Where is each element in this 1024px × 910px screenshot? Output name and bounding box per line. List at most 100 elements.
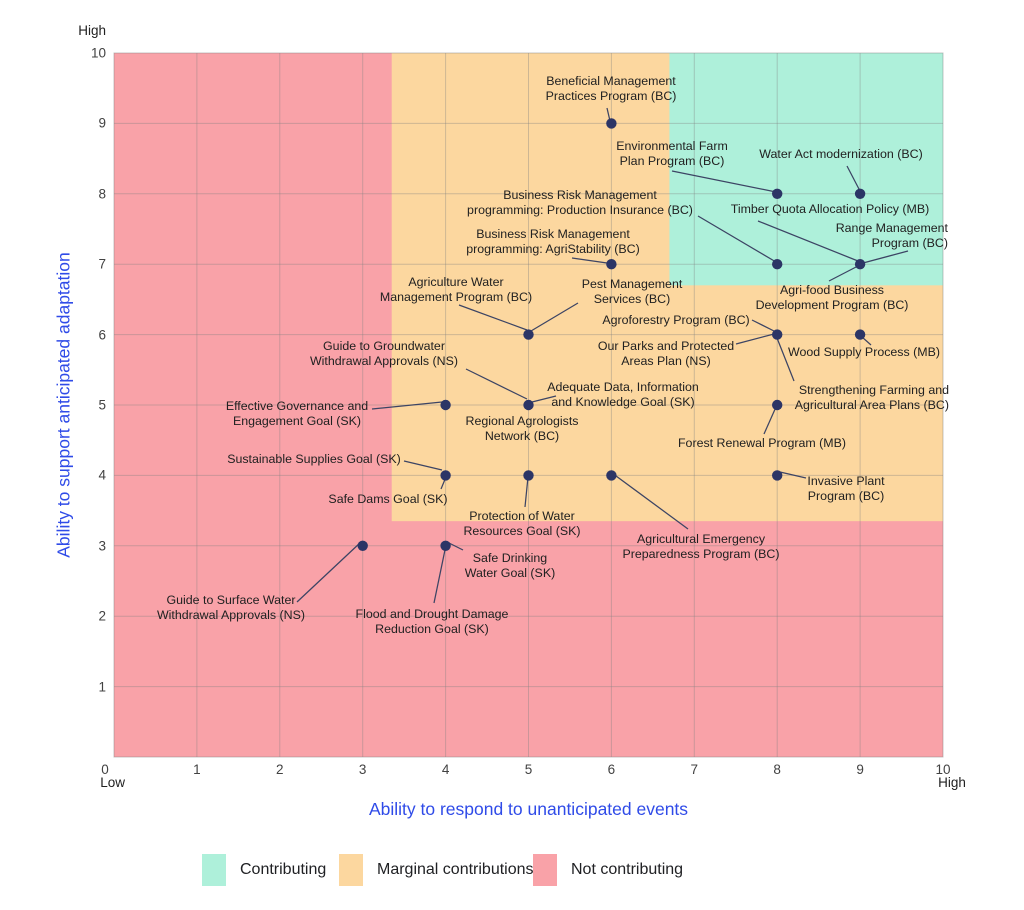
leader-line [862, 250, 909, 264]
legend-swatch-contributing [202, 854, 226, 886]
leader-line [757, 220, 859, 262]
data-point [606, 470, 617, 481]
point-label: Wood Supply Process (MB) [788, 345, 940, 359]
leader-line [296, 541, 362, 603]
point-label: Adequate Data, Information and Knowledge … [547, 380, 699, 409]
data-point [440, 470, 451, 481]
leader-line [530, 302, 579, 332]
data-point [606, 259, 617, 270]
point-label: Business Risk Management programming: Pro… [467, 188, 693, 217]
point-label: Regional Agrologists Network (BC) [465, 414, 579, 443]
x-axis-title: Ability to respond to unanticipated even… [368, 799, 689, 819]
point-label: Our Parks and Protected Areas Plan (NS) [597, 339, 735, 368]
point-label: Water Act modernization (BC) [759, 147, 923, 161]
leader-line [828, 265, 859, 282]
data-point [606, 118, 617, 129]
leader-line [671, 170, 777, 193]
leader-line [846, 165, 861, 192]
plot-frame [113, 52, 944, 758]
y-tick-label: 9 [98, 115, 106, 131]
leader-line [524, 476, 529, 508]
y-axis-high-label: High [78, 23, 106, 38]
point-label: Guide to Groundwater Withdrawal Approvals… [309, 339, 459, 368]
point-label: Agroforestry Program (BC) [602, 313, 750, 327]
legend-label: Not contributing [571, 861, 684, 878]
y-tick-label: 3 [98, 538, 106, 554]
x-axis-low-label: Low [100, 775, 125, 790]
point-label: Protection of Water Resources Goal (SK) [463, 509, 581, 538]
leader-line [458, 304, 528, 331]
leader-line [571, 257, 608, 264]
y-tick-label: 6 [98, 327, 106, 343]
leader-line [531, 395, 557, 403]
data-point [440, 399, 451, 411]
x-tick-label: 3 [358, 762, 367, 777]
leader-line [611, 472, 689, 530]
point-label: Safe Drinking Water Goal (SK) [464, 551, 556, 580]
point-label: Environmental Farm Plan Program (BC) [616, 139, 728, 168]
point-label: Sustainable Supplies Goal (SK) [227, 452, 401, 466]
data-point [772, 470, 783, 481]
data-point [854, 329, 866, 340]
data-point [523, 399, 534, 411]
leader-line [735, 333, 775, 345]
y-tick-label: 8 [98, 186, 106, 202]
x-tick-label: 7 [690, 762, 699, 777]
data-point [357, 540, 368, 551]
leader-line [403, 460, 443, 471]
y-tick-label: 1 [98, 679, 106, 695]
point-label: Guide to Surface Water Withdrawal Approva… [156, 593, 306, 622]
point-label: Agriculture Water Management Program (BC) [379, 275, 533, 304]
leader-line [697, 215, 777, 263]
y-tick-label: 7 [98, 256, 106, 272]
point-label: Agri-food Business Development Program (B… [755, 283, 909, 312]
y-tick-label: 10 [90, 45, 106, 61]
x-tick-label: 1 [193, 762, 201, 777]
point-label: Timber Quota Allocation Policy (MB) [730, 202, 930, 216]
leader-line [779, 471, 807, 479]
data-point [523, 329, 534, 340]
point-label: Invasive Plant Program (BC) [807, 474, 885, 503]
data-point [440, 540, 451, 551]
leader-line [751, 319, 775, 332]
point-label: Pest Management Services (BC) [581, 277, 683, 306]
data-point [772, 259, 783, 270]
leader-line [776, 337, 795, 382]
point-label: Flood and Drought Damage Reduction Goal (… [355, 607, 509, 636]
x-tick-label: 10 [935, 762, 951, 777]
x-axis-high-label: High [938, 775, 966, 790]
point-label: Range Management Program (BC) [835, 221, 948, 250]
x-tick-label: 5 [524, 762, 533, 777]
x-tick-label: 4 [441, 762, 450, 777]
y-tick-label: 2 [98, 608, 106, 624]
y-tick-label: 4 [98, 467, 106, 483]
leader-line [465, 368, 528, 400]
point-label: Strengthening Farming and Agricultural Ar… [794, 383, 949, 412]
data-point [854, 188, 866, 199]
legend: Contributing Marginal contributions Not … [0, 854, 1024, 886]
legend-swatch-marginal [339, 854, 363, 886]
point-label: Forest Renewal Program (MB) [677, 436, 847, 450]
leader-line [371, 401, 443, 410]
data-point [854, 259, 866, 270]
legend-label: Contributing [240, 861, 327, 878]
data-point [772, 188, 783, 199]
point-label: Business Risk Management programming: Agr… [466, 227, 640, 256]
x-tick-label: 2 [276, 762, 284, 777]
region-contributing [669, 53, 943, 286]
y-axis-title: Ability to support anticipated adaptatio… [53, 252, 74, 558]
x-tick-label: 9 [856, 762, 864, 777]
x-tick-label: 6 [607, 762, 616, 777]
y-tick-label: 5 [98, 397, 106, 413]
legend-swatch-not-contributing [533, 854, 557, 886]
x-tick-label: 8 [773, 762, 781, 777]
point-label: Safe Dams Goal (SK) [328, 492, 448, 506]
x-tick-label: 0 [101, 762, 109, 777]
data-point [772, 399, 783, 411]
data-point [523, 470, 534, 481]
data-point [772, 329, 783, 340]
point-label: Beneficial Management Practices Program (… [545, 74, 677, 103]
